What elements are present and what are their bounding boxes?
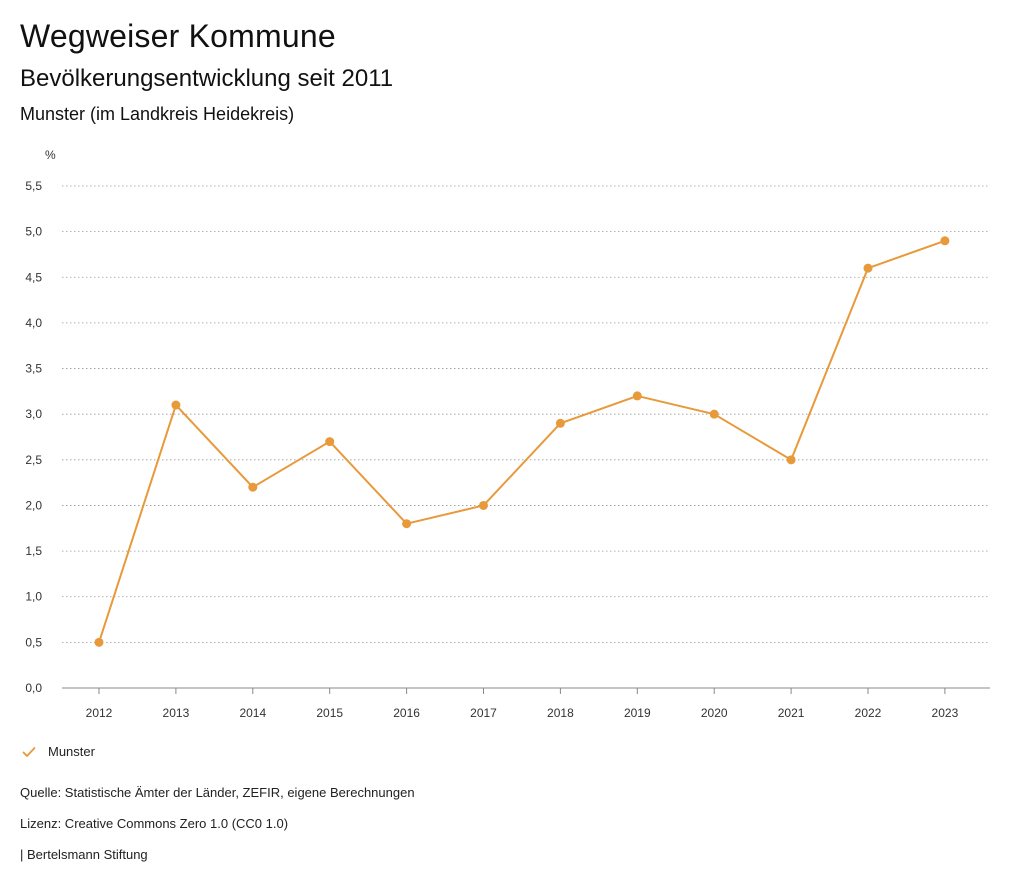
y-tick-label: 5,5 bbox=[25, 179, 42, 193]
x-tick-label: 2013 bbox=[163, 706, 190, 720]
data-point[interactable] bbox=[709, 409, 719, 419]
y-axis-unit-label: % bbox=[45, 148, 56, 162]
check-icon bbox=[22, 746, 36, 757]
data-point[interactable] bbox=[632, 391, 642, 401]
x-tick-label: 2020 bbox=[701, 706, 728, 720]
x-tick-label: 2021 bbox=[778, 706, 805, 720]
x-tick-label: 2022 bbox=[855, 706, 882, 720]
legend-label-munster: Munster bbox=[48, 744, 95, 759]
publisher-note: | Bertelsmann Stiftung bbox=[20, 847, 148, 862]
x-tick-label: 2017 bbox=[470, 706, 497, 720]
y-tick-label: 2,5 bbox=[25, 453, 42, 467]
x-tick-label: 2014 bbox=[239, 706, 266, 720]
series-layer bbox=[94, 236, 950, 647]
region-label: Munster (im Landkreis Heidekreis) bbox=[20, 104, 295, 124]
data-point[interactable] bbox=[325, 437, 335, 447]
data-point[interactable] bbox=[171, 400, 181, 410]
legend[interactable]: Munster bbox=[22, 744, 95, 759]
y-tick-label: 0,0 bbox=[25, 681, 42, 695]
x-tick-label: 2012 bbox=[86, 706, 113, 720]
x-tick-label: 2015 bbox=[316, 706, 343, 720]
x-tick-label: 2016 bbox=[393, 706, 420, 720]
data-point[interactable] bbox=[555, 418, 565, 428]
chart-subtitle: Bevölkerungsentwicklung seit 2011 bbox=[20, 65, 394, 92]
data-point[interactable] bbox=[248, 482, 258, 492]
y-tick-label: 3,5 bbox=[25, 362, 42, 376]
y-tick-label: 4,5 bbox=[25, 270, 42, 284]
data-point[interactable] bbox=[479, 500, 488, 510]
y-tick-label: 3,0 bbox=[25, 407, 42, 421]
x-tick-label: 2018 bbox=[547, 706, 574, 720]
y-tick-label: 2,0 bbox=[25, 498, 42, 512]
y-tick-label: 1,5 bbox=[25, 544, 42, 558]
data-point[interactable] bbox=[863, 263, 873, 273]
x-tick-label: 2023 bbox=[932, 706, 959, 720]
data-point[interactable] bbox=[402, 519, 412, 529]
series-line-munster bbox=[98, 239, 946, 643]
data-point[interactable] bbox=[940, 236, 950, 246]
y-tick-label: 5,0 bbox=[25, 225, 42, 239]
data-point[interactable] bbox=[94, 637, 104, 647]
y-tick-label: 1,0 bbox=[25, 590, 42, 604]
source-note: Quelle: Statistische Ämter der Länder, Z… bbox=[20, 785, 415, 800]
axis-layer: % 0,0 0,5 1,0 1,5 2,0 2,5 3,0 3,5 4,0 4,5 5,0 5,5 201… bbox=[25, 148, 990, 720]
data-point[interactable] bbox=[786, 455, 796, 465]
x-tick-label: 2019 bbox=[624, 706, 651, 720]
y-tick-label: 4,0 bbox=[25, 316, 42, 330]
line-chart: % 0,0 0,5 1,0 1,5 2,0 2,5 3,0 3,5 4,0 4,5 5,0 5,5 201… bbox=[25, 148, 990, 720]
grid-layer bbox=[62, 185, 990, 643]
chart-title: Wegweiser Kommune bbox=[20, 18, 336, 54]
y-tick-label: 0,5 bbox=[25, 635, 42, 649]
license-note: Lizenz: Creative Commons Zero 1.0 (CC0 1… bbox=[20, 816, 289, 831]
